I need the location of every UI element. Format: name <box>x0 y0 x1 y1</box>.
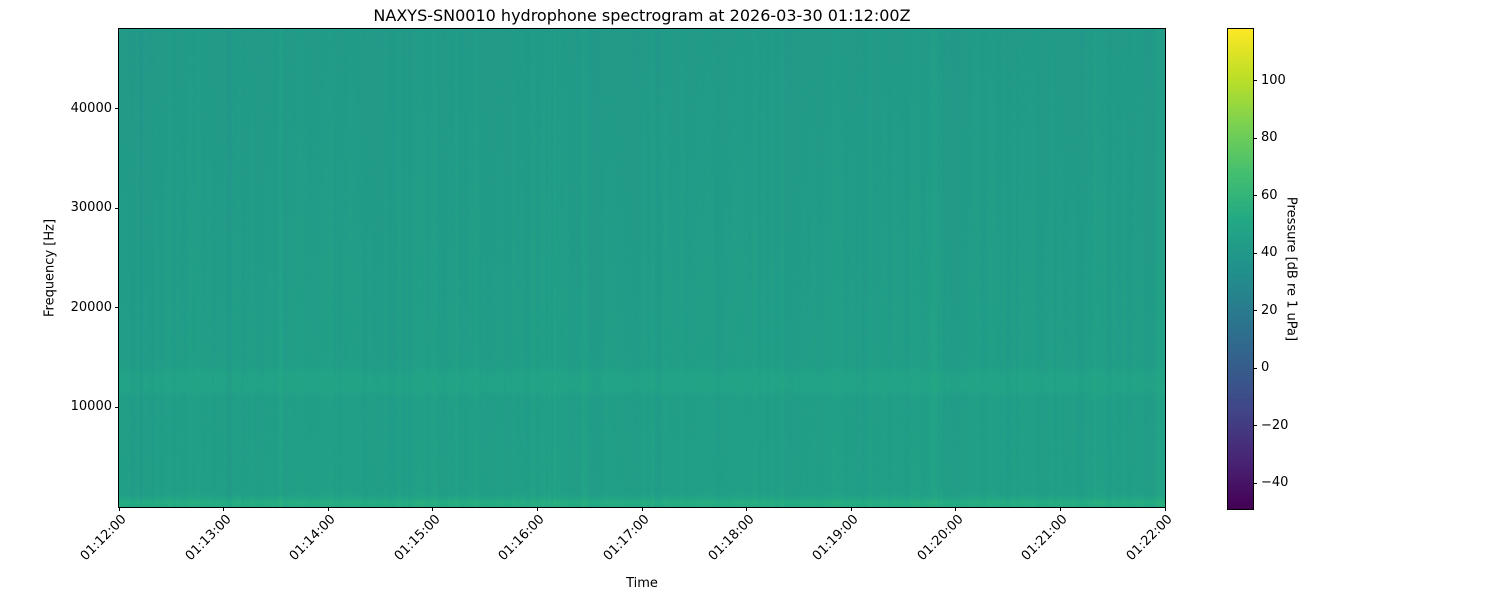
x-tick-mark <box>1059 507 1061 511</box>
spectrogram-canvas <box>119 29 1165 507</box>
x-tick-mark <box>641 507 643 511</box>
colorbar-tick-mark <box>1253 425 1257 427</box>
x-tick-mark <box>955 507 957 511</box>
colorbar-tick-label: −20 <box>1261 417 1289 433</box>
colorbar-tick-label: 80 <box>1261 130 1278 146</box>
colorbar-tick-label: −40 <box>1261 475 1289 491</box>
x-tick-mark <box>327 507 329 511</box>
x-tick-mark <box>850 507 852 511</box>
y-tick-label: 10000 <box>70 399 112 415</box>
colorbar-tick-label: 40 <box>1261 245 1278 261</box>
x-tick-mark <box>118 507 120 511</box>
x-tick-mark <box>1164 507 1166 511</box>
colorbar-tick-mark <box>1253 80 1257 82</box>
colorbar-canvas <box>1228 29 1253 509</box>
x-axis-label: Time <box>626 576 658 591</box>
colorbar-tick-mark <box>1253 137 1257 139</box>
colorbar-frame <box>1227 28 1254 510</box>
x-tick-label: 01:12:00 <box>77 512 130 564</box>
x-tick-mark <box>746 507 748 511</box>
y-tick-mark <box>115 406 119 408</box>
colorbar-label: Pressure [dB re 1 uPa] <box>1283 196 1299 342</box>
y-tick-mark <box>115 108 119 110</box>
chart-title: NAXYS-SN0010 hydrophone spectrogram at 2… <box>373 6 911 25</box>
colorbar-tick-label: 0 <box>1261 360 1270 376</box>
y-tick-mark <box>115 207 119 209</box>
colorbar-tick-mark <box>1253 252 1257 254</box>
colorbar-tick-mark <box>1253 195 1257 197</box>
x-tick-mark <box>223 507 225 511</box>
x-tick-mark <box>432 507 434 511</box>
y-tick-mark <box>115 307 119 309</box>
y-tick-label: 30000 <box>70 200 112 216</box>
y-tick-label: 20000 <box>70 299 112 315</box>
y-tick-label: 40000 <box>70 100 112 116</box>
colorbar-tick-label: 20 <box>1261 302 1278 318</box>
x-tick-mark <box>536 507 538 511</box>
colorbar-tick-mark <box>1253 482 1257 484</box>
colorbar-tick-mark <box>1253 367 1257 369</box>
colorbar-tick-mark <box>1253 310 1257 312</box>
plot-frame <box>118 28 1166 508</box>
colorbar-tick-label: 100 <box>1261 72 1286 88</box>
colorbar-tick-label: 60 <box>1261 187 1278 203</box>
